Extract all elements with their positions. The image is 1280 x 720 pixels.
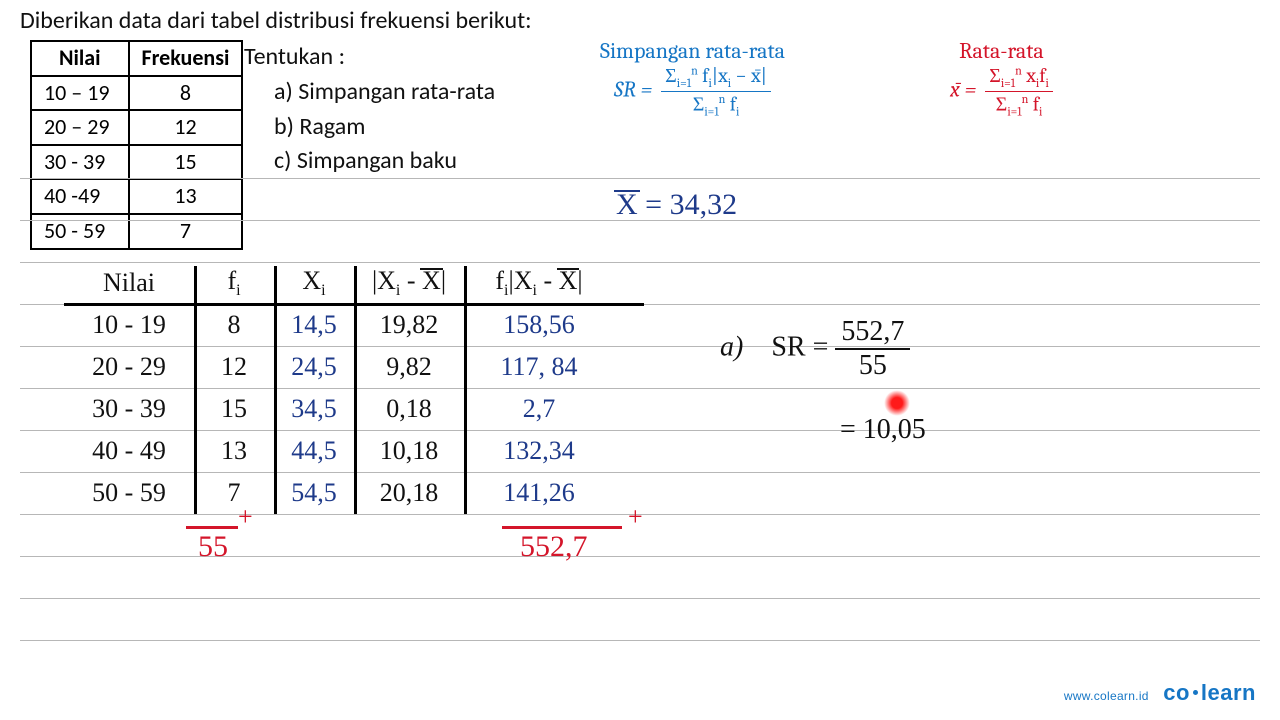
work-h-nilai: Nilai xyxy=(64,268,194,298)
work-nilai: 50 - 59 xyxy=(64,478,194,508)
laser-pointer-icon xyxy=(884,390,910,416)
work-nilai: 40 - 49 xyxy=(64,436,194,466)
formula-sr-denominator: Σi=1n fi xyxy=(661,92,771,119)
table-header-row: Nilai Frekuensi xyxy=(31,41,242,76)
work-column-rule xyxy=(274,266,277,514)
formula-rr-numerator: Σi=1n xifi xyxy=(985,64,1053,92)
answer-label-a: a) xyxy=(720,331,743,362)
work-fdiff: 132,34 xyxy=(464,436,614,466)
footer-branding: www.colearn.id colearn xyxy=(1064,680,1256,706)
mean-equals-value: = 34,32 xyxy=(645,188,737,221)
work-xi: 24,5 xyxy=(274,352,354,382)
xbar-symbol: X xyxy=(616,188,638,221)
brand-part-a: co xyxy=(1163,680,1190,705)
brand-logo: colearn xyxy=(1163,680,1256,705)
work-fdiff: 141,26 xyxy=(464,478,614,508)
sr-fraction: 552,7 55 xyxy=(835,316,910,382)
cell-range: 10 – 19 xyxy=(31,76,129,111)
formula-sr-fraction: Σi=1n fi|xi − x̄| Σi=1n fi xyxy=(661,64,771,119)
formula-sr-label: Simpangan rata-rata xyxy=(600,38,785,64)
header-nilai: Nilai xyxy=(31,41,129,76)
work-xi: 54,5 xyxy=(274,478,354,508)
work-fdiff: 117, 84 xyxy=(464,352,614,382)
frequency-table: Nilai Frekuensi 10 – 198 20 – 2912 30 - … xyxy=(30,40,243,250)
work-diff: 19,82 xyxy=(354,310,464,340)
question-c: c) Simpangan baku xyxy=(274,144,495,179)
page-title: Diberikan data dari tabel distribusi fre… xyxy=(20,6,532,35)
brand-part-b: learn xyxy=(1201,680,1256,705)
table-row: 40 -4913 xyxy=(31,179,242,214)
work-nilai: 30 - 39 xyxy=(64,394,194,424)
sr-computation: a) SR = 552,7 55 = 10,05 xyxy=(720,316,926,446)
question-b: b) Ragam xyxy=(274,110,495,145)
red-plus-fi: + xyxy=(238,502,253,532)
work-fi: 13 xyxy=(194,436,274,466)
footer-url: www.colearn.id xyxy=(1064,689,1149,703)
work-column-rule xyxy=(194,266,197,514)
header-frekuensi: Frekuensi xyxy=(129,41,243,76)
table-row: 10 – 198 xyxy=(31,76,242,111)
work-diff: 0,18 xyxy=(354,394,464,424)
notebook-rule xyxy=(20,178,1260,179)
red-underline-fdiff xyxy=(502,526,622,529)
mean-value: X = 34,32 xyxy=(616,188,737,222)
question-a: a) Simpangan rata-rata xyxy=(274,75,495,110)
work-xi: 34,5 xyxy=(274,394,354,424)
formula-simpangan-rata: Simpangan rata-rata SR = Σi=1n fi|xi − x… xyxy=(600,38,785,119)
formula-sr-lhs: SR = xyxy=(614,77,652,103)
work-nilai: 10 - 19 xyxy=(64,310,194,340)
work-fdiff: 2,7 xyxy=(464,394,614,424)
work-diff: 10,18 xyxy=(354,436,464,466)
tentukan-header: Tentukan : xyxy=(244,40,495,75)
notebook-rule xyxy=(20,598,1260,599)
red-underline-fi xyxy=(186,526,238,529)
formula-rr-fraction: Σi=1n xifi Σi=1n fi xyxy=(985,64,1053,119)
cell-range: 30 - 39 xyxy=(31,145,129,180)
formula-rr-label: Rata-rata xyxy=(950,38,1053,64)
work-fi: 15 xyxy=(194,394,274,424)
work-fi: 7 xyxy=(194,478,274,508)
formula-rr-denominator: Σi=1n fi xyxy=(985,92,1053,119)
work-h-fdiff: fi|Xi - X| xyxy=(464,266,614,300)
work-column-rule xyxy=(354,266,357,514)
table-row: 30 - 3915 xyxy=(31,145,242,180)
work-fi: 12 xyxy=(194,352,274,382)
cell-freq: 15 xyxy=(129,145,243,180)
work-column-rule xyxy=(464,266,467,514)
table-row: 20 – 2912 xyxy=(31,110,242,145)
formula-rata-rata: Rata-rata x̄ = Σi=1n xifi Σi=1n fi xyxy=(950,38,1053,119)
notebook-rule xyxy=(20,640,1260,641)
cell-range: 20 – 29 xyxy=(31,110,129,145)
red-sum-fi: 55 xyxy=(198,530,228,564)
cell-range: 40 -49 xyxy=(31,179,129,214)
work-nilai: 20 - 29 xyxy=(64,352,194,382)
red-plus-fdiff: + xyxy=(628,502,643,532)
sr-lhs: SR = xyxy=(771,331,828,362)
work-h-diff: |Xi - X| xyxy=(354,266,464,300)
sr-result: = 10,05 xyxy=(840,414,926,446)
cell-freq: 13 xyxy=(129,179,243,214)
work-fi: 8 xyxy=(194,310,274,340)
sr-denominator: 55 xyxy=(835,350,910,382)
cell-freq: 8 xyxy=(129,76,243,111)
work-diff: 9,82 xyxy=(354,352,464,382)
red-sum-fdiff: 552,7 xyxy=(520,530,588,564)
cell-freq: 12 xyxy=(129,110,243,145)
formula-sr-numerator: Σi=1n fi|xi − x̄| xyxy=(661,64,771,92)
work-xi: 14,5 xyxy=(274,310,354,340)
work-fdiff: 158,56 xyxy=(464,310,614,340)
formula-rr-lhs: x̄ = xyxy=(950,77,976,103)
sr-numerator: 552,7 xyxy=(835,316,910,350)
work-diff: 20,18 xyxy=(354,478,464,508)
work-h-xi: Xi xyxy=(274,266,354,300)
question-list: Tentukan : a) Simpangan rata-rata b) Rag… xyxy=(244,40,495,179)
work-xi: 44,5 xyxy=(274,436,354,466)
brand-dot-icon xyxy=(1193,690,1198,695)
work-h-fi: fi xyxy=(194,266,274,300)
